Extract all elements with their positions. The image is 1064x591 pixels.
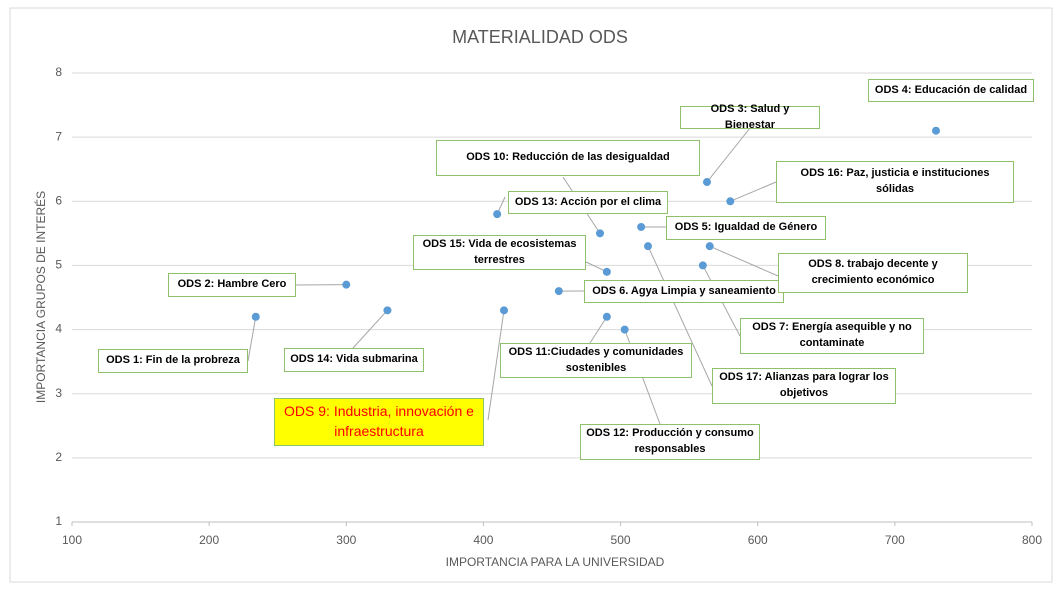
point-label: ODS 16: Paz, justicia e instituciones só… bbox=[776, 161, 1014, 203]
point-label: ODS 15: Vida de ecosistemas terrestres bbox=[413, 235, 586, 270]
data-point bbox=[698, 261, 707, 270]
point-label: ODS 1: Fin de la probreza bbox=[98, 349, 248, 373]
leader-line bbox=[730, 181, 777, 202]
x-tick-label: 700 bbox=[885, 533, 905, 547]
x-tick-label: 100 bbox=[62, 533, 82, 547]
y-tick-label: 8 bbox=[55, 65, 62, 79]
leader-line bbox=[589, 316, 608, 344]
leader-line bbox=[706, 127, 751, 183]
x-tick-label: 600 bbox=[748, 533, 768, 547]
y-tick-label: 1 bbox=[55, 514, 62, 528]
x-tick-label: 300 bbox=[336, 533, 356, 547]
y-tick-label: 2 bbox=[55, 450, 62, 464]
point-label: ODS 9: Industria, innovación e infraestr… bbox=[274, 398, 484, 446]
point-label: ODS 10: Reducción de las desigualdad bbox=[436, 140, 700, 176]
point-label: ODS 14: Vida submarina bbox=[284, 348, 424, 372]
data-point bbox=[726, 197, 735, 206]
data-point bbox=[702, 178, 711, 187]
point-label: ODS 2: Hambre Cero bbox=[168, 273, 296, 297]
data-point bbox=[493, 210, 502, 219]
data-point bbox=[644, 242, 652, 251]
point-label: ODS 7: Energía asequible y no contaminat… bbox=[740, 318, 924, 354]
data-point bbox=[602, 267, 611, 276]
point-label: ODS 8. trabajo decente y crecimiento eco… bbox=[778, 253, 968, 293]
data-point bbox=[932, 126, 940, 135]
y-axis-label: IMPORTANCIA GRUPOS DE INTERÉS bbox=[33, 191, 48, 403]
data-point bbox=[602, 312, 611, 321]
leader-line bbox=[709, 245, 779, 277]
data-point bbox=[620, 325, 629, 334]
point-label: ODS 11:Ciudades y comunidades sostenible… bbox=[500, 343, 692, 378]
y-tick-label: 7 bbox=[55, 129, 62, 143]
y-tick-label: 3 bbox=[55, 386, 62, 400]
y-tick-label: 5 bbox=[55, 258, 62, 272]
point-label: ODS 5: Igualdad de Género bbox=[666, 216, 826, 240]
data-point bbox=[383, 306, 392, 315]
leader-line bbox=[647, 245, 713, 387]
x-axis-label: IMPORTANCIA PARA LA UNIVERSIDAD bbox=[446, 555, 665, 569]
data-point bbox=[637, 222, 646, 231]
leader-line bbox=[247, 316, 257, 362]
x-tick-label: 500 bbox=[611, 533, 631, 547]
data-point bbox=[554, 287, 563, 296]
leader-line bbox=[352, 309, 388, 349]
y-tick-label: 6 bbox=[55, 193, 62, 207]
point-label: ODS 13: Acción por el clima bbox=[508, 191, 668, 214]
y-tick-label: 4 bbox=[55, 322, 62, 336]
point-label: ODS 4: Educación de calidad bbox=[868, 79, 1034, 102]
x-tick-label: 200 bbox=[199, 533, 219, 547]
data-point bbox=[251, 312, 260, 321]
chart-title: MATERIALIDAD ODS bbox=[452, 27, 628, 47]
data-point bbox=[705, 242, 714, 251]
point-label: ODS 17: Alianzas para lograr los objetiv… bbox=[712, 368, 896, 404]
data-point bbox=[500, 306, 508, 315]
data-point bbox=[596, 229, 604, 238]
point-label: ODS 3: Salud y Bienestar bbox=[680, 103, 820, 131]
point-label: ODS 12: Producción y consumo responsable… bbox=[580, 424, 760, 460]
x-tick-label: 400 bbox=[473, 533, 493, 547]
x-tick-label: 800 bbox=[1022, 533, 1042, 547]
leader-line bbox=[487, 310, 505, 421]
point-label: ODS 6. Agya Limpia y saneamiento bbox=[584, 280, 784, 303]
data-point bbox=[342, 280, 351, 289]
